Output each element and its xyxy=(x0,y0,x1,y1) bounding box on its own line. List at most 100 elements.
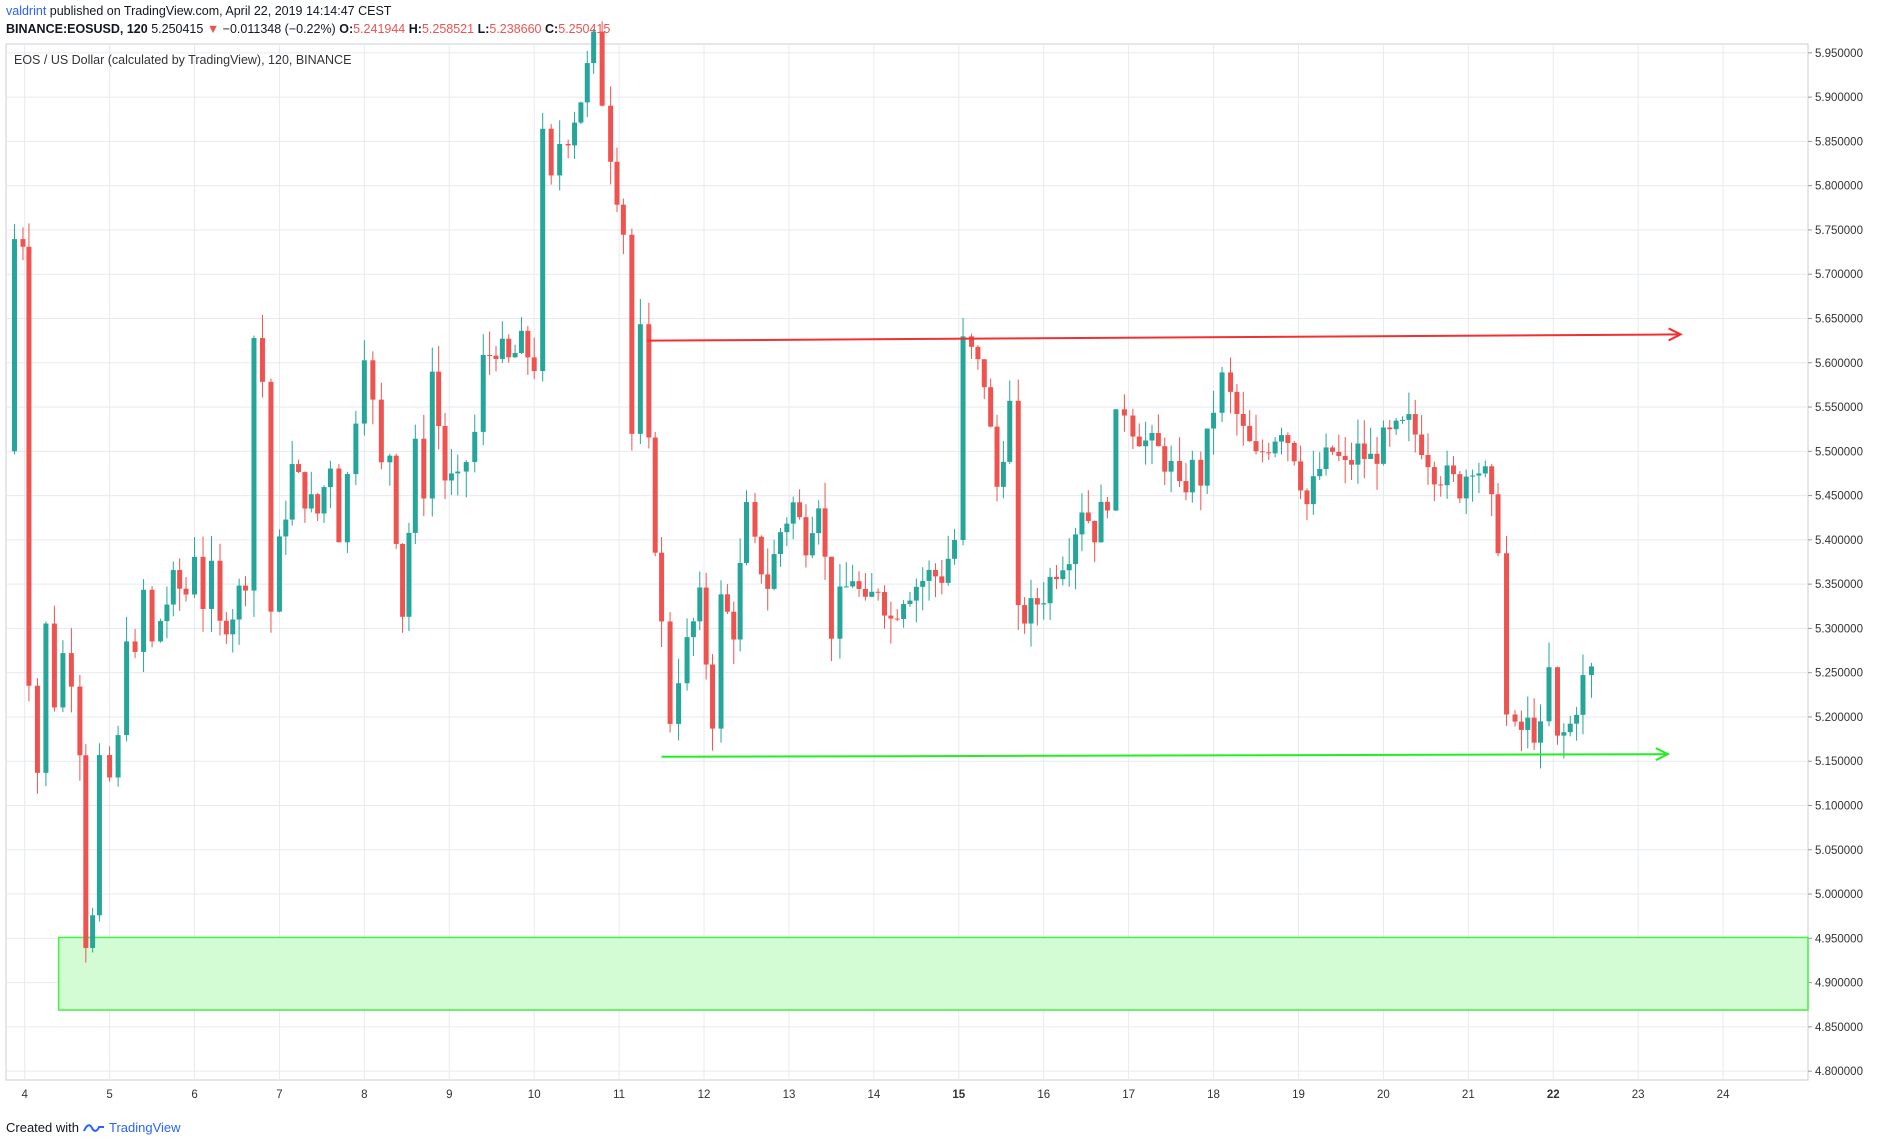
open-label: O: xyxy=(339,22,354,36)
symbol-label: BINANCE:EOSUSD, 120 xyxy=(6,22,148,36)
candle-down xyxy=(1304,490,1310,505)
x-tick-label: 16 xyxy=(1037,1089,1050,1101)
candle-up xyxy=(690,621,696,638)
candle-down xyxy=(1342,455,1348,461)
y-tick-label: 5.450000 xyxy=(1815,491,1863,503)
candle-down xyxy=(1121,409,1127,416)
candle-up xyxy=(1525,717,1531,730)
candle-down xyxy=(731,611,737,640)
candle-up xyxy=(1368,453,1374,459)
candle-down xyxy=(1198,459,1204,486)
tradingview-brand[interactable]: TradingView xyxy=(108,1120,181,1135)
x-tick-label: 9 xyxy=(446,1089,452,1101)
candle-up xyxy=(1317,468,1323,477)
candle-down xyxy=(1053,576,1059,580)
candle-down xyxy=(856,581,862,589)
triangle-down-icon: ▼ xyxy=(206,22,220,36)
candle-down xyxy=(34,685,40,773)
candle-up xyxy=(557,143,563,176)
candle-up xyxy=(412,438,418,533)
candle-up xyxy=(777,532,783,555)
y-tick-label: 5.850000 xyxy=(1815,136,1863,148)
x-tick-label: 8 xyxy=(361,1089,367,1101)
candle-down xyxy=(107,755,113,778)
candle-down xyxy=(1253,441,1259,452)
candle-down xyxy=(988,387,994,427)
candle-up xyxy=(1272,441,1278,454)
candle-up xyxy=(1278,435,1284,442)
candle-up xyxy=(327,468,333,488)
author-link[interactable]: valdrint xyxy=(6,4,47,18)
candle-up xyxy=(1028,598,1034,624)
candle-up xyxy=(901,604,907,619)
candle-down xyxy=(1155,432,1161,447)
high-value: 5.258521 xyxy=(421,22,475,36)
created-with-text: Created with xyxy=(6,1120,79,1135)
candle-up xyxy=(869,591,875,597)
y-tick-label: 5.750000 xyxy=(1815,225,1863,237)
candle-down xyxy=(752,502,758,537)
candle-up xyxy=(518,330,524,354)
candle-down xyxy=(1247,425,1253,442)
x-tick-label: 21 xyxy=(1462,1089,1475,1101)
candle-down xyxy=(765,574,771,589)
candle-down xyxy=(296,464,302,473)
candle-up xyxy=(1000,461,1006,487)
candle-up xyxy=(784,523,790,533)
low-label: L: xyxy=(477,22,490,36)
candle-up xyxy=(283,519,289,537)
candle-down xyxy=(1285,435,1291,443)
candle-up xyxy=(837,586,843,639)
candle-down xyxy=(1349,460,1355,465)
x-tick-label: 5 xyxy=(106,1089,112,1101)
candle-up xyxy=(676,683,682,724)
y-tick-label: 5.150000 xyxy=(1815,756,1863,768)
candle-up xyxy=(1079,512,1085,535)
y-tick-label: 4.850000 xyxy=(1815,1022,1863,1034)
candle-up xyxy=(11,239,17,452)
candle-up xyxy=(684,637,690,684)
candle-down xyxy=(77,686,83,756)
candle-down xyxy=(83,755,89,948)
x-tick-label: 14 xyxy=(867,1089,880,1101)
candle-down xyxy=(400,543,406,617)
candle-down xyxy=(1495,494,1501,554)
candle-up xyxy=(945,558,951,583)
candle-up xyxy=(737,562,743,640)
candle-up xyxy=(1219,372,1225,413)
high-label: H: xyxy=(408,22,422,36)
candle-down xyxy=(1015,400,1021,606)
low-value: 5.238660 xyxy=(489,22,542,36)
candle-down xyxy=(217,560,223,621)
candle-down xyxy=(1425,455,1431,468)
candle-down xyxy=(969,336,975,347)
candle-down xyxy=(183,588,189,595)
candle-up xyxy=(960,336,966,540)
support-line xyxy=(661,753,1668,758)
candle-down xyxy=(1291,442,1297,462)
candle-up xyxy=(952,539,958,559)
candle-down xyxy=(994,426,1000,487)
candle-up xyxy=(1463,476,1469,499)
candle-up xyxy=(1041,603,1047,605)
candle-up xyxy=(809,533,815,556)
candle-down xyxy=(1531,717,1537,743)
candle-up xyxy=(907,600,913,605)
candle-up xyxy=(1073,534,1079,565)
candle-down xyxy=(1298,461,1304,491)
y-tick-label: 5.050000 xyxy=(1815,845,1863,857)
candle-up xyxy=(406,532,412,617)
candle-up xyxy=(1149,432,1155,441)
candle-up xyxy=(512,353,518,358)
candle-down xyxy=(242,585,248,591)
candle-down xyxy=(565,143,571,146)
candle-up xyxy=(1406,414,1412,420)
candle-down xyxy=(370,360,376,400)
candle-up xyxy=(1143,440,1149,447)
ohlc-legend: BINANCE:EOSUSD, 120 5.250415 ▼ −0.011348… xyxy=(6,22,610,36)
candle-up xyxy=(1444,465,1450,486)
candle-down xyxy=(336,468,342,543)
candle-down xyxy=(828,556,834,639)
candle-down xyxy=(436,371,442,427)
